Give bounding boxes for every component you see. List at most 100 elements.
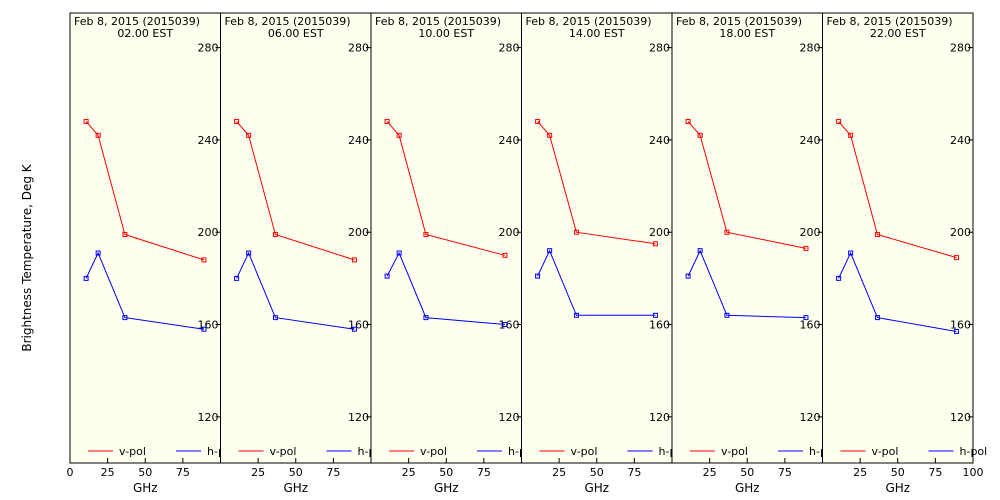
data-point-h-pol — [836, 275, 842, 281]
data-point-v-pol — [83, 118, 89, 124]
x-tick-label: 25 — [402, 466, 416, 479]
data-point-h-pol — [535, 273, 541, 279]
y-tick-label: 200 — [649, 226, 670, 239]
data-point-h-pol — [502, 322, 508, 328]
chart-panel: Feb 8, 2015 (2015039)14.00 EST 120 160 200 2… — [521, 12, 686, 495]
plot-background — [672, 13, 823, 463]
y-tick-label: 120 — [649, 411, 670, 424]
data-point-v-pol — [724, 229, 730, 235]
data-point-h-pol — [351, 326, 357, 332]
y-tick-label: 160 — [348, 319, 369, 332]
series-line-v-pol — [537, 121, 656, 245]
y-tick-label: 120 — [499, 411, 520, 424]
data-point-v-pol — [848, 132, 854, 138]
data-point-h-pol — [246, 250, 252, 256]
chart-subtitle: 18.00 EST — [719, 27, 775, 40]
chart-subtitle: 06.00 EST — [268, 27, 324, 40]
y-tick-label: 280 — [499, 42, 520, 55]
chart-title: Feb 8, 2015 (2015039) — [827, 15, 953, 28]
data-point-h-pol — [652, 312, 658, 318]
x-tick-label: 75 — [627, 466, 641, 479]
legend-label: v-pol — [119, 445, 146, 458]
y-tick-label: 120 — [348, 411, 369, 424]
x-tick-label: 25 — [251, 466, 265, 479]
y-tick-label: 160 — [499, 319, 520, 332]
x-axis-label: GHz — [885, 481, 910, 495]
y-tick-label: 280 — [649, 42, 670, 55]
chart-panel: Feb 8, 2015 (2015039)06.00 EST 120 160 200 2… — [220, 12, 385, 495]
x-tick-label: 25 — [552, 466, 566, 479]
data-point-v-pol — [803, 245, 809, 251]
series-line-v-pol — [85, 121, 205, 261]
y-tick-label: 160 — [800, 319, 821, 332]
chart-subtitle: 22.00 EST — [870, 27, 926, 40]
x-axis-label: GHz — [584, 481, 609, 495]
series-line-h-pol — [537, 249, 656, 316]
chart-subtitle: 02.00 EST — [117, 27, 173, 40]
x-tick-label: 75 — [928, 466, 942, 479]
y-tick-label: 280 — [198, 42, 219, 55]
chart-title: Feb 8, 2015 (2015039) — [526, 15, 652, 28]
y-tick-label: 200 — [800, 226, 821, 239]
data-point-h-pol — [396, 250, 402, 256]
data-point-h-pol — [724, 312, 730, 318]
data-point-h-pol — [384, 273, 390, 279]
data-point-h-pol — [848, 250, 854, 256]
x-tick-label: 50 — [439, 466, 453, 479]
data-point-h-pol — [803, 315, 809, 321]
x-tick-label: 50 — [590, 466, 604, 479]
series-line-h-pol — [386, 251, 505, 325]
x-axis-label: GHz — [735, 481, 760, 495]
data-point-v-pol — [396, 132, 402, 138]
x-axis-label: GHz — [434, 481, 459, 495]
data-point-h-pol — [234, 275, 240, 281]
x-axis-label: GHz — [283, 481, 308, 495]
x-tick-label: 75 — [778, 466, 792, 479]
chart-title: Feb 8, 2015 (2015039) — [676, 15, 802, 28]
data-point-v-pol — [573, 229, 579, 235]
plot-frame — [822, 12, 974, 464]
chart-title: Feb 8, 2015 (2015039) — [74, 15, 200, 28]
x-tick-label: 75 — [176, 466, 190, 479]
plot-background — [70, 13, 221, 463]
data-point-v-pol — [652, 241, 658, 247]
plot-background — [371, 13, 522, 463]
data-point-h-pol — [573, 312, 579, 318]
x-tick-label: 50 — [891, 466, 905, 479]
data-point-v-pol — [201, 257, 207, 263]
y-tick-label: 200 — [950, 226, 971, 239]
x-tick-label: 25 — [101, 466, 115, 479]
x-tick-label: 0 — [67, 466, 74, 479]
x-tick-label: 75 — [326, 466, 340, 479]
series-line-v-pol — [236, 121, 355, 261]
series-line-h-pol — [687, 249, 806, 319]
y-tick-label: 120 — [950, 411, 971, 424]
data-point-v-pol — [351, 257, 357, 263]
y-axis-label: Brightness Temperature, Deg K — [20, 163, 34, 351]
series-line-v-pol — [687, 121, 807, 249]
y-tick-label: 200 — [348, 226, 369, 239]
chart-title: Feb 8, 2015 (2015039) — [375, 15, 501, 28]
y-tick-label: 240 — [649, 134, 670, 147]
data-point-h-pol — [83, 275, 89, 281]
legend-label: v-pol — [270, 445, 297, 458]
data-point-v-pol — [234, 118, 240, 124]
data-point-h-pol — [697, 248, 703, 254]
series-line-v-pol — [838, 121, 957, 259]
x-axis-label: GHz — [133, 481, 158, 495]
y-tick-label: 200 — [198, 226, 219, 239]
legend-label: v-pol — [872, 445, 899, 458]
chart-title: Feb 8, 2015 (2015039) — [225, 15, 351, 28]
plot-background — [521, 13, 672, 463]
y-tick-label: 240 — [499, 134, 520, 147]
data-point-v-pol — [874, 232, 880, 238]
y-tick-label: 200 — [499, 226, 520, 239]
y-tick-label: 240 — [950, 134, 971, 147]
legend-label: v-pol — [571, 445, 598, 458]
plot-background — [822, 13, 973, 463]
chart-subtitle: 10.00 EST — [418, 27, 474, 40]
series-line-h-pol — [85, 251, 204, 330]
series-line-h-pol — [236, 251, 355, 330]
chart-panel: Feb 8, 2015 (2015039)22.00 EST 120 160 200 2… — [822, 12, 987, 495]
x-tick-label: 50 — [289, 466, 303, 479]
